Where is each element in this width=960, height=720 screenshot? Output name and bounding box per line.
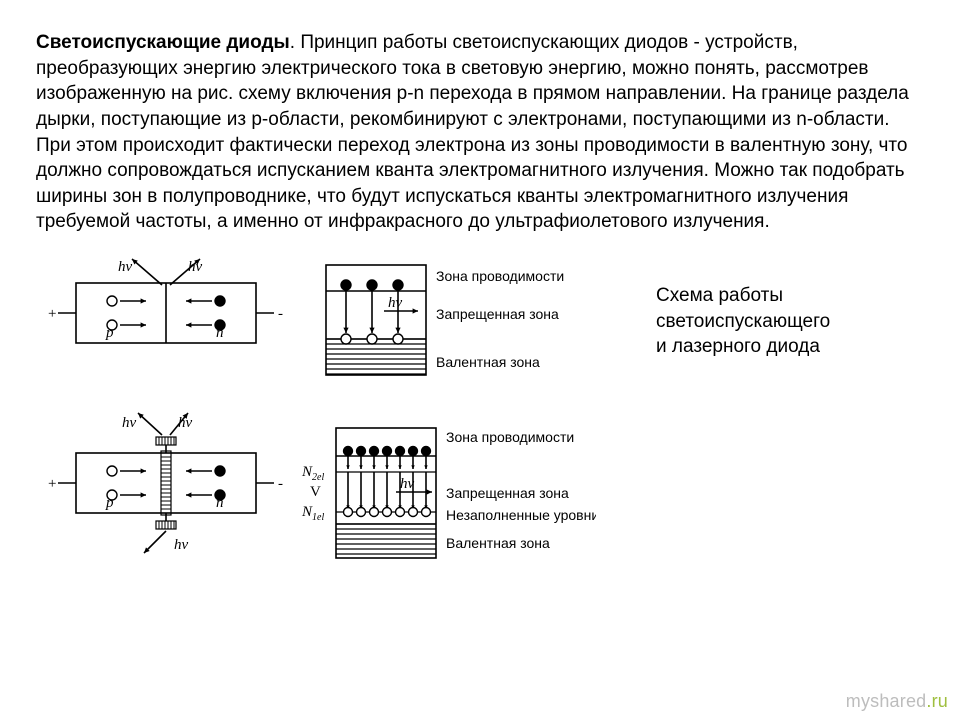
- svg-text:hv: hv: [400, 476, 415, 492]
- watermark: myshared.ru: [846, 691, 948, 712]
- svg-text:-: -: [278, 306, 283, 322]
- caption-line1: Схема работы: [656, 285, 783, 306]
- svg-text:Незаполненные уровни: Незаполненные уровни: [446, 507, 596, 523]
- watermark-text: myshared: [846, 691, 927, 711]
- svg-text:Валентная зона: Валентная зона: [446, 535, 550, 551]
- svg-text:Зона проводимости: Зона проводимости: [446, 429, 574, 445]
- svg-text:Запрещенная зона: Запрещенная зона: [446, 485, 569, 501]
- svg-text:hv: hv: [118, 259, 133, 275]
- svg-text:hv: hv: [178, 415, 193, 431]
- svg-text:Запрещенная зона: Запрещенная зона: [436, 306, 559, 322]
- svg-text:Валентная зона: Валентная зона: [436, 354, 540, 370]
- diagrams: + - p n hv hv hv Зона проводимости Запрещенная з…: [36, 253, 596, 583]
- svg-text:hv: hv: [174, 537, 189, 553]
- svg-text:+: +: [48, 476, 56, 492]
- svg-text:1el: 1el: [312, 512, 324, 523]
- svg-text:+: +: [48, 306, 56, 322]
- main-paragraph: Светоиспускающие диоды. Принцип работы с…: [36, 30, 924, 235]
- body-text: . Принцип работы светоиспускающих диодов…: [36, 32, 909, 232]
- caption-line3: и лазерного диода: [656, 336, 820, 357]
- svg-text:n: n: [216, 495, 224, 511]
- svg-text:p: p: [105, 495, 114, 511]
- svg-text:V: V: [310, 484, 321, 500]
- figure-caption: Схема работы светоиспускающего и лазерно…: [656, 283, 830, 360]
- svg-text:hv: hv: [122, 415, 137, 431]
- svg-text:hv: hv: [188, 259, 203, 275]
- caption-line2: светоиспускающего: [656, 311, 830, 332]
- svg-text:-: -: [278, 476, 283, 492]
- watermark-accent: .ru: [926, 691, 948, 711]
- svg-text:2el: 2el: [312, 472, 324, 483]
- svg-text:Зона проводимости: Зона проводимости: [436, 268, 564, 284]
- title: Светоиспускающие диоды: [36, 32, 290, 53]
- svg-text:n: n: [216, 325, 224, 341]
- svg-text:hv: hv: [388, 295, 403, 311]
- svg-text:p: p: [105, 325, 114, 341]
